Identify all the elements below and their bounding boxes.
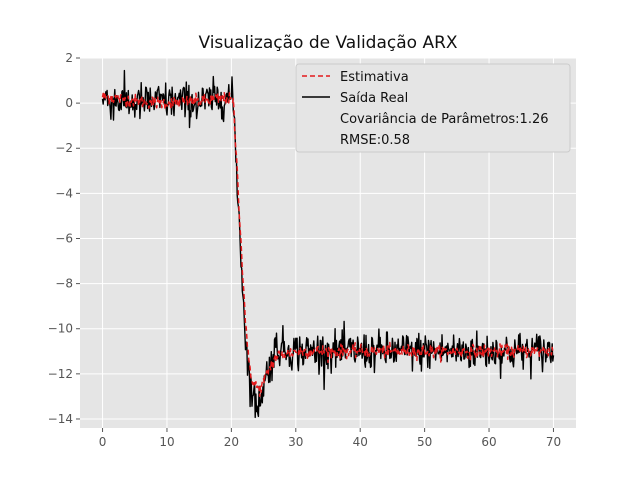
y-tick-label: 0: [65, 96, 73, 110]
x-tick-label: 30: [288, 435, 303, 449]
legend-label-saida-real: Saída Real: [340, 91, 408, 106]
y-tick-label: −4: [55, 186, 73, 200]
y-tick-label: 2: [65, 51, 73, 65]
series-lines: [101, 69, 555, 419]
x-axis: 0 10 20 30 40 50 60 70: [99, 428, 561, 449]
y-tick-label: −8: [55, 277, 73, 291]
chart-title: Visualização de Validação ARX: [198, 33, 457, 53]
legend-label-covariancia: Covariância de Parâmetros:1.26: [340, 112, 549, 127]
y-tick-label: −10: [48, 322, 73, 336]
x-tick-label: 60: [481, 435, 496, 449]
x-tick-label: 50: [417, 435, 432, 449]
legend-label-estimativa: Estimativa: [340, 70, 409, 85]
x-tick-label: 70: [546, 435, 561, 449]
x-tick-label: 0: [99, 435, 107, 449]
legend-box: [295, 63, 571, 153]
x-tick-label: 10: [159, 435, 174, 449]
y-tick-label: −2: [55, 141, 73, 155]
legend: Estimativa Saída Real Covariância de Par…: [295, 63, 571, 153]
y-tick-label: −12: [48, 367, 73, 381]
y-tick-label: −6: [55, 231, 73, 245]
y-axis: 2 0 −2 −4 −6 −8 −10 −12 −14: [48, 51, 80, 426]
series-line-estimativa: [101, 91, 555, 398]
legend-label-rmse: RMSE:0.58: [340, 133, 410, 148]
y-tick-label: −14: [48, 412, 73, 426]
x-tick-label: 20: [224, 435, 239, 449]
series-line-saida-real: [101, 69, 555, 419]
x-tick-label: 40: [353, 435, 368, 449]
